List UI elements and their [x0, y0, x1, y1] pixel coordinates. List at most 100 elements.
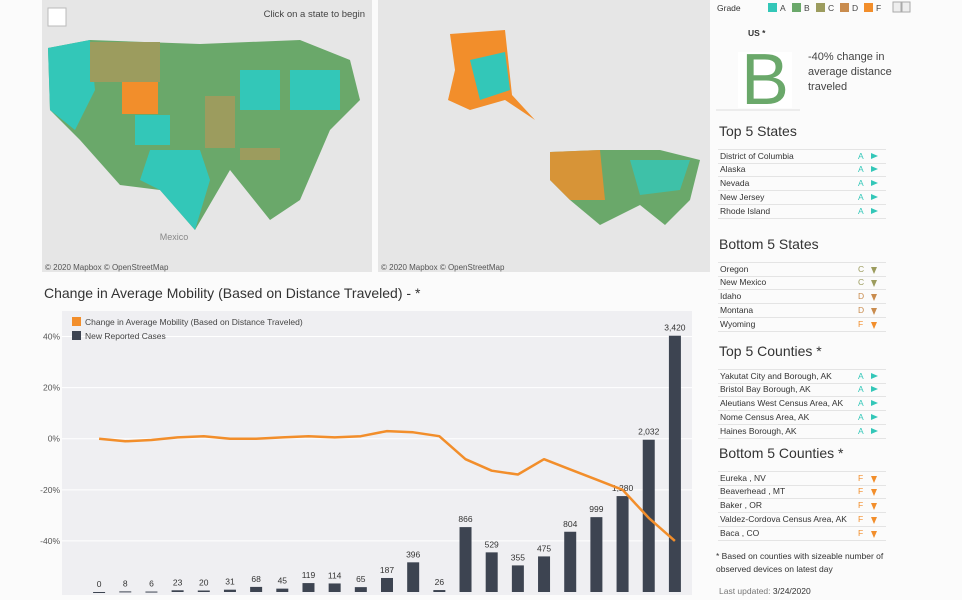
legend-label: Change in Average Mobility (Based on Dis…: [85, 317, 303, 327]
list-row[interactable]: Idaho D: [718, 290, 886, 304]
row-name: Nevada: [720, 178, 750, 188]
map-region: [550, 150, 605, 200]
bar-label: 804: [563, 519, 577, 529]
list-row[interactable]: Eureka , NV F: [718, 471, 886, 486]
row-arrow: [871, 400, 878, 406]
row-grade: A: [858, 412, 864, 422]
list-row[interactable]: Rhode Island A: [718, 205, 886, 219]
list-row[interactable]: Wyoming F: [718, 318, 886, 332]
legend-label: D: [852, 3, 858, 13]
row-grade: A: [858, 206, 864, 216]
legend-swatch: [72, 317, 81, 326]
row-arrow: [871, 428, 878, 434]
county-map[interactable]: [378, 0, 710, 272]
bar: [354, 587, 367, 592]
bar-label: 475: [537, 543, 551, 553]
row-arrow: [871, 489, 877, 496]
row-arrow: [871, 414, 878, 420]
list-row[interactable]: Nevada A: [718, 177, 886, 191]
map-region: [240, 148, 280, 160]
list-row[interactable]: Haines Borough, AK A: [718, 425, 886, 439]
list-row[interactable]: Alaska A: [718, 163, 886, 177]
legend-label: B: [804, 3, 810, 13]
map-region: [205, 96, 235, 148]
list-row[interactable]: Nome Census Area, AK A: [718, 411, 886, 425]
bar-label: 31: [225, 577, 235, 587]
summary-text: -40% change in average distance traveled: [808, 51, 892, 93]
legend-next[interactable]: [901, 1, 911, 13]
section-title: Top 5 Counties *: [719, 343, 822, 359]
list-row[interactable]: Aleutians West Census Area, AK A: [718, 397, 886, 411]
updated-date: 3/24/2020: [772, 586, 811, 596]
bar: [642, 439, 655, 592]
list-row[interactable]: Valdez-Cordova Census Area, AK F: [718, 513, 886, 527]
list-row[interactable]: Yakutat City and Borough, AK A: [718, 369, 886, 384]
row-name: Nome Census Area, AK: [720, 412, 810, 422]
legend-swatch: [768, 3, 777, 12]
row-grade: D: [858, 291, 865, 301]
row-name: Idaho: [720, 291, 742, 301]
bar: [171, 590, 184, 592]
row-name: Yakutat City and Borough, AK: [720, 371, 832, 381]
legend-label: New Reported Cases: [85, 331, 166, 341]
list-row[interactable]: New Mexico C: [718, 276, 886, 290]
bar: [616, 496, 629, 592]
row-name: Rhode Island: [720, 206, 771, 216]
list-row[interactable]: Bristol Bay Borough, AK A: [718, 383, 886, 397]
legend-swatch: [816, 3, 825, 12]
bar-label: 119: [302, 570, 316, 580]
row-name: Baker , OR: [720, 500, 763, 510]
bar: [564, 531, 577, 592]
updated-label: Last updated:: [719, 586, 771, 596]
bar-label: 45: [278, 576, 288, 586]
legend-swatch: [792, 3, 801, 12]
chart-title: Change in Average Mobility (Based on Dis…: [44, 285, 421, 301]
row-grade: F: [858, 473, 864, 483]
list-row[interactable]: District of Columbia A: [718, 149, 886, 164]
region-label: US *: [748, 28, 766, 38]
list-row[interactable]: Montana D: [718, 304, 886, 318]
row-arrow: [871, 166, 878, 172]
bar-label: 8: [123, 578, 128, 588]
bar-label: 2,032: [638, 427, 660, 437]
map-label: Mexico: [160, 232, 189, 242]
row-name: New Jersey: [720, 192, 765, 202]
bar: [511, 565, 524, 592]
row-arrow: [871, 503, 877, 510]
bar-label: 26: [435, 577, 445, 587]
map-hint: Click on a state to begin: [264, 9, 365, 20]
list-row[interactable]: Baca , CO F: [718, 527, 886, 541]
chart: 40% 20% 0% -20% -40% 0 8 6 23 20 31 68 45 119 114 65 187…: [40, 311, 692, 595]
list-row[interactable]: Oregon C: [718, 262, 886, 277]
list-row[interactable]: New Jersey A: [718, 191, 886, 205]
search-button[interactable]: [47, 7, 67, 27]
legend-swatch: [864, 3, 873, 12]
bar: [197, 590, 210, 592]
bar-label: 68: [251, 574, 261, 584]
row-grade: F: [858, 486, 864, 496]
row-name: Bristol Bay Borough, AK: [720, 384, 811, 394]
footnote: * Based on counties with sizeable number…: [716, 551, 884, 574]
row-name: District of Columbia: [720, 151, 794, 161]
list-row[interactable]: Beaverhead , MT F: [718, 485, 886, 499]
bar: [668, 335, 681, 592]
y-tick-label: -20%: [40, 485, 60, 495]
list-row[interactable]: Baker , OR F: [718, 499, 886, 513]
section-title: Bottom 5 Counties *: [719, 445, 844, 461]
row-name: Oregon: [720, 264, 749, 274]
row-grade: A: [858, 426, 864, 436]
row-name: Valdez-Cordova Census Area, AK: [720, 514, 847, 524]
bar: [590, 517, 603, 592]
row-name: Alaska: [720, 164, 746, 174]
row-arrow: [871, 294, 877, 301]
map-attribution: © 2020 Mapbox © OpenStreetMap: [381, 263, 505, 272]
bar-label: 999: [589, 504, 603, 514]
legend-prev[interactable]: [892, 1, 902, 13]
legend-label: C: [828, 3, 834, 13]
line: [98, 429, 676, 542]
row-name: Aleutians West Census Area, AK: [720, 398, 844, 408]
legend-swatch: [72, 331, 81, 340]
row-grade: C: [858, 264, 865, 274]
bar: [459, 527, 472, 592]
